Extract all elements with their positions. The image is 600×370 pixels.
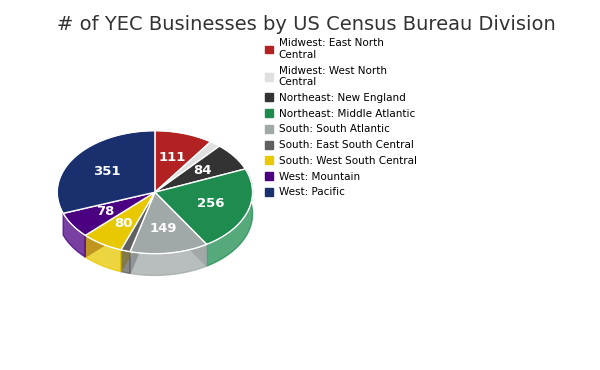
Text: 84: 84 [193, 164, 212, 177]
Polygon shape [130, 192, 155, 273]
Legend: Midwest: East North
Central, Midwest: West North
Central, Northeast: New England: Midwest: East North Central, Midwest: We… [265, 38, 416, 197]
Polygon shape [121, 192, 155, 272]
Text: 80: 80 [114, 217, 133, 230]
Polygon shape [121, 192, 155, 252]
Polygon shape [130, 192, 206, 254]
Polygon shape [57, 131, 155, 213]
Text: 78: 78 [96, 205, 115, 218]
Polygon shape [63, 213, 85, 257]
Polygon shape [155, 131, 211, 192]
Polygon shape [155, 169, 245, 214]
Text: 256: 256 [197, 197, 224, 210]
Text: 351: 351 [93, 165, 121, 178]
Polygon shape [85, 235, 121, 272]
Polygon shape [206, 169, 253, 266]
Polygon shape [155, 169, 253, 244]
Polygon shape [121, 250, 130, 273]
Polygon shape [85, 192, 155, 250]
Polygon shape [155, 146, 245, 192]
Text: 111: 111 [159, 151, 186, 164]
Polygon shape [155, 192, 206, 266]
Text: # of YEC Businesses by US Census Bureau Division: # of YEC Businesses by US Census Bureau … [57, 15, 556, 34]
Polygon shape [63, 192, 155, 235]
Polygon shape [130, 244, 206, 275]
Polygon shape [155, 142, 220, 192]
Text: 149: 149 [150, 222, 178, 235]
Polygon shape [85, 192, 155, 257]
